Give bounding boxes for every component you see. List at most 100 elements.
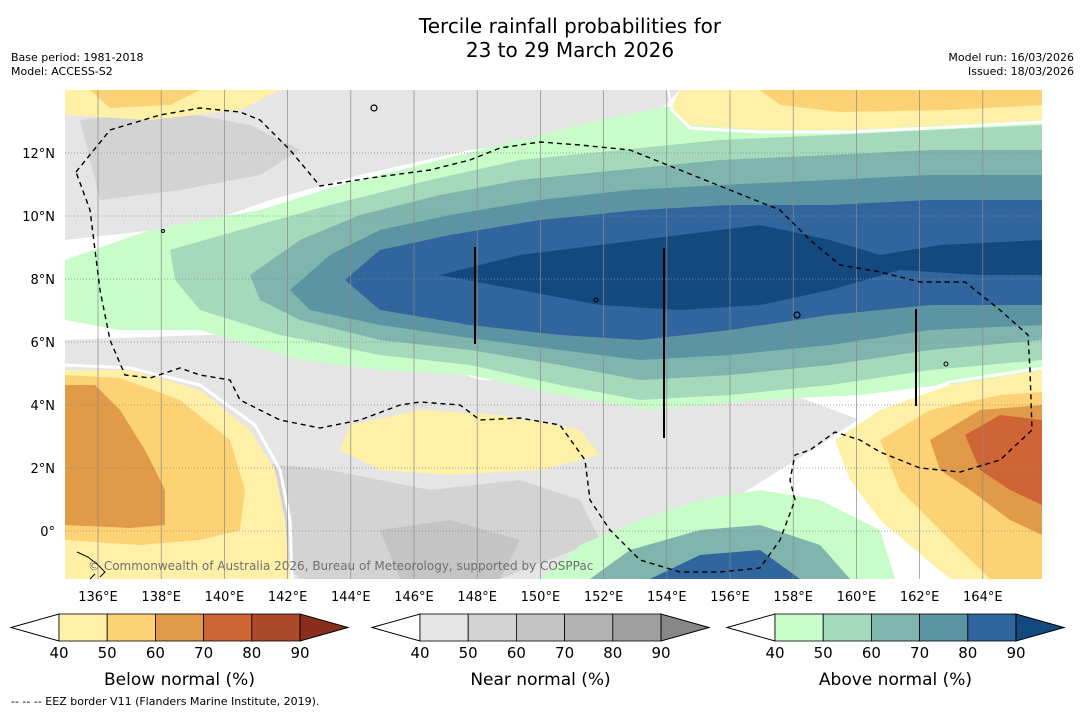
lon-label: 152°E xyxy=(584,590,624,605)
colorbars: 40 50 60 70 80 90 Below normal (%) 40 50 60 70 80 90… xyxy=(9,613,1066,690)
latitude-labels: 12°N 10°N 8°N 6°N 4°N 2°N 0° xyxy=(22,147,55,540)
colorbar-extend-low xyxy=(9,613,60,642)
lon-label: 164°E xyxy=(963,590,1003,605)
colorbar-tick: 50 xyxy=(814,644,833,662)
colorbar-tick: 40 xyxy=(49,644,68,662)
colorbar-segment xyxy=(967,613,1017,642)
colorbar-tick: 70 xyxy=(910,644,929,662)
colorbar-tick: 90 xyxy=(1006,644,1025,662)
eez-footnote: -- -- -- EEZ border V11 (Flanders Marine… xyxy=(11,695,320,708)
above-normal-south-60 xyxy=(590,525,850,579)
colorbar-segment xyxy=(106,613,156,642)
colorbar-label: Above normal (%) xyxy=(819,670,972,690)
near-normal-southwest-darker xyxy=(380,520,520,579)
colorbar-tick: 40 xyxy=(765,644,784,662)
near-normal-north-darker xyxy=(80,110,300,200)
below-normal-central xyxy=(340,410,600,475)
lon-label: 154°E xyxy=(647,590,687,605)
map-title: Tercile rainfall probabilities for 23 to… xyxy=(0,14,1085,62)
contour-line xyxy=(65,363,294,579)
colorbar-label: Near normal (%) xyxy=(470,670,610,690)
lon-label: 156°E xyxy=(710,590,750,605)
island xyxy=(593,297,599,303)
lon-label: 162°E xyxy=(900,590,940,605)
longitude-labels: 136°E 138°E 140°E 142°E 144°E 146°E 148°E 150°E… xyxy=(78,590,1002,605)
colorbar-extend-low xyxy=(725,613,776,642)
gridlines xyxy=(65,90,1042,579)
colorbar-tick: 40 xyxy=(410,644,429,662)
colorbar-segment xyxy=(203,613,253,642)
lon-label: 142°E xyxy=(268,590,308,605)
island xyxy=(943,361,949,367)
issued-date: Issued: 18/03/2026 xyxy=(967,65,1074,78)
lon-label: 150°E xyxy=(521,590,561,605)
model-run: Model run: 16/03/2026 xyxy=(948,51,1074,64)
model-info: Base period: 1981-2018 Model: ACCESS-S2 xyxy=(11,51,143,79)
lon-label: 160°E xyxy=(837,590,877,605)
lon-label: 144°E xyxy=(331,590,371,605)
colorbar-segment xyxy=(467,613,517,642)
lat-label: 6°N xyxy=(31,336,56,351)
island xyxy=(161,229,165,233)
colorbar-extend-high xyxy=(1015,613,1066,642)
base-period: Base period: 1981-2018 xyxy=(11,51,144,64)
lon-label: 146°E xyxy=(394,590,434,605)
colorbar-segment xyxy=(58,613,108,642)
lon-label: 136°E xyxy=(78,590,118,605)
colorbar-segment xyxy=(774,613,824,642)
colorbar-extend-low xyxy=(370,613,421,642)
colorbar-segment xyxy=(419,613,469,642)
colorbar-tick: 80 xyxy=(603,644,622,662)
below-normal-east-70 xyxy=(965,415,1042,505)
copyright-credit: © Commonwealth of Australia 2026, Bureau… xyxy=(88,559,593,573)
lon-label: 158°E xyxy=(773,590,813,605)
colorbar-extend-high xyxy=(299,613,350,642)
colorbar-segment xyxy=(871,613,921,642)
lat-label: 10°N xyxy=(22,210,55,225)
lon-label: 148°E xyxy=(457,590,497,605)
colorbar-tick: 50 xyxy=(98,644,117,662)
contour-line xyxy=(666,90,1042,134)
colorbar-tick: 90 xyxy=(651,644,670,662)
map-field xyxy=(65,90,1042,579)
contour-line xyxy=(829,366,1042,442)
colorbar-tick: 80 xyxy=(958,644,977,662)
above-normal-90 xyxy=(440,225,1042,310)
lat-label: 2°N xyxy=(31,462,56,477)
png-coastline xyxy=(76,551,106,580)
islands xyxy=(161,104,949,438)
colorbar-tick: 50 xyxy=(459,644,478,662)
run-info: Model run: 16/03/2026 Issued: 18/03/2026 xyxy=(948,51,1074,79)
colorbar-tick: 90 xyxy=(290,644,309,662)
colorbar-label: Below normal (%) xyxy=(104,670,255,690)
lat-label: 8°N xyxy=(31,273,56,288)
colorbar-segment xyxy=(612,613,662,642)
below-normal-northeast-50 xyxy=(760,90,1042,112)
title-line-2: 23 to 29 March 2026 xyxy=(465,38,675,62)
title-line-1: Tercile rainfall probabilities for xyxy=(418,14,722,38)
colorbar-tick: 70 xyxy=(194,644,213,662)
colorbar-tick: 60 xyxy=(146,644,165,662)
colorbar-tick: 60 xyxy=(862,644,881,662)
colorbar-tick: 80 xyxy=(242,644,261,662)
colorbar-segment xyxy=(251,613,301,642)
colorbar-extend-high xyxy=(660,613,711,642)
colorbar-tick: 60 xyxy=(507,644,526,662)
colorbar-segment xyxy=(516,613,566,642)
below-normal-west-60 xyxy=(65,385,165,528)
lat-label: 4°N xyxy=(31,399,56,414)
lon-label: 138°E xyxy=(141,590,181,605)
below-normal-north-50 xyxy=(90,90,200,108)
colorbar-segment xyxy=(154,613,204,642)
colorbar-segment xyxy=(919,613,969,642)
lat-label: 12°N xyxy=(22,147,55,162)
model-name: Model: ACCESS-S2 xyxy=(11,65,113,78)
lon-label: 140°E xyxy=(205,590,245,605)
colorbar-segment xyxy=(822,613,872,642)
colorbar-segment xyxy=(564,613,614,642)
colorbar-tick: 70 xyxy=(555,644,574,662)
island xyxy=(370,104,378,112)
island xyxy=(793,311,801,319)
lat-label: 0° xyxy=(40,525,55,540)
